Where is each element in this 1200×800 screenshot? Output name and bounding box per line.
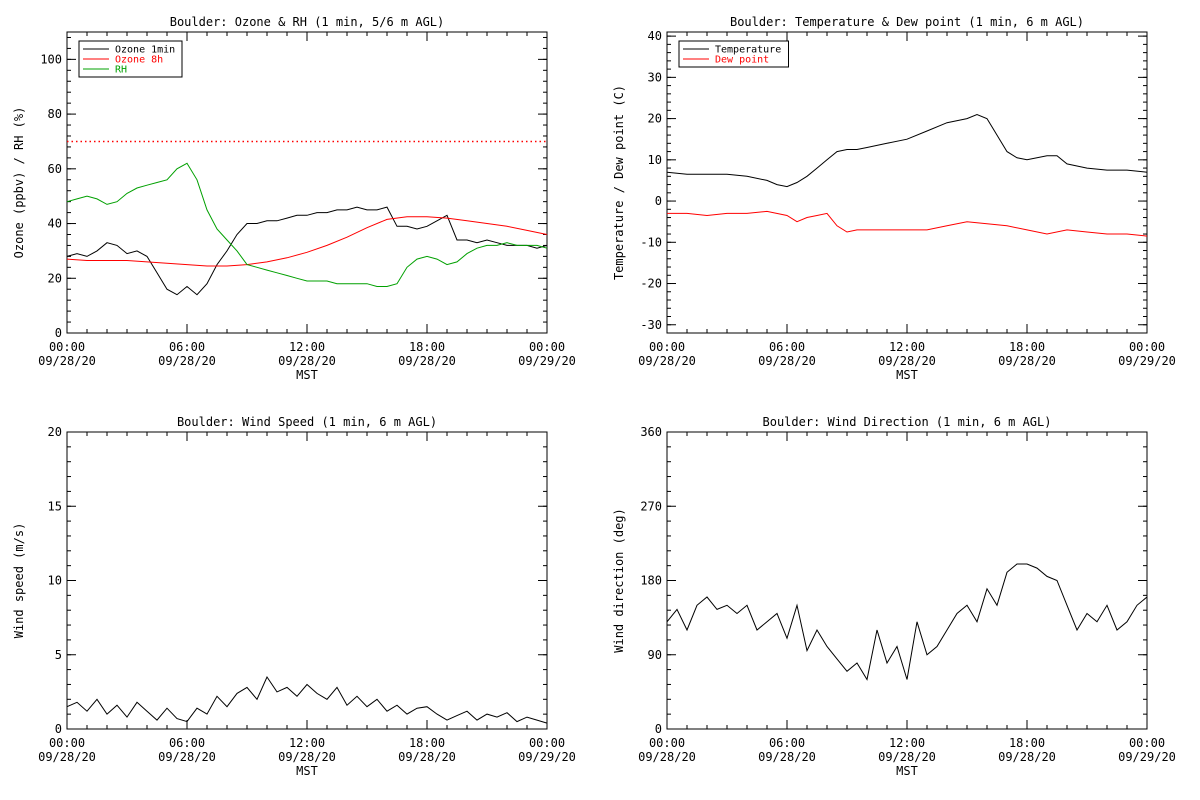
x-tick-time-label: 18:00 [1009,340,1045,354]
y-tick-label: -20 [640,277,662,291]
chart-title: Boulder: Wind Speed (1 min, 6 m AGL) [177,415,437,429]
y-tick-label: 80 [48,107,62,121]
x-axis-label: MST [296,368,318,382]
y-tick-label: 40 [648,29,662,43]
x-tick-date-label: 09/28/20 [758,750,816,764]
x-tick-date-label: 09/29/20 [1118,750,1176,764]
y-tick-label: -30 [640,318,662,332]
y-tick-label: 0 [655,194,662,208]
y-tick-label: 5 [55,648,62,662]
x-tick-time-label: 06:00 [769,736,805,750]
y-tick-label: 30 [648,70,662,84]
x-axis-label: MST [296,764,318,778]
x-tick-time-label: 06:00 [169,736,205,750]
y-tick-label: 0 [55,326,62,340]
x-tick-time-label: 06:00 [169,340,205,354]
y-tick-label: 60 [48,162,62,176]
x-tick-time-label: 00:00 [649,736,685,750]
series-line-1 [66,206,548,296]
x-tick-time-label: 18:00 [409,340,445,354]
series-line-1 [666,563,1148,681]
y-tick-label: 20 [48,425,62,439]
x-tick-time-label: 00:00 [49,736,85,750]
y-axis-label: Temperature / Dew point (C) [612,85,626,280]
y-tick-label: 90 [648,648,662,662]
x-tick-date-label: 09/28/20 [638,750,696,764]
x-tick-date-label: 09/28/20 [638,354,696,368]
x-tick-date-label: 09/28/20 [398,354,456,368]
chart-panel-2: Boulder: Temperature & Dew point (1 min,… [612,15,1176,382]
y-tick-label: 20 [48,271,62,285]
y-tick-label: 10 [648,153,662,167]
y-tick-label: 0 [55,722,62,736]
y-axis-label: Ozone (ppbv) / RH (%) [12,107,26,259]
legend-entry: Ozone 1min [115,45,175,56]
y-tick-label: 20 [648,112,662,126]
chart-title: Boulder: Temperature & Dew point (1 min,… [730,15,1084,29]
x-tick-date-label: 09/28/20 [278,354,336,368]
legend-entry: Ozone 8h [115,55,163,66]
chart-panel-1: Boulder: Ozone & RH (1 min, 5/6 m AGL) 0 2… [12,15,576,382]
y-tick-label: 360 [640,425,662,439]
x-tick-time-label: 00:00 [49,340,85,354]
series-line-2 [667,210,1148,237]
x-tick-date-label: 09/28/20 [38,750,96,764]
x-tick-time-label: 18:00 [1009,736,1045,750]
x-tick-time-label: 12:00 [889,340,925,354]
x-tick-date-label: 09/28/20 [998,354,1056,368]
x-tick-date-label: 09/28/20 [38,354,96,368]
y-tick-label: -10 [640,235,662,249]
chart-panel-3: Boulder: Wind Speed (1 min, 6 m AGL) 0 5 10… [12,415,576,778]
x-tick-date-label: 09/29/20 [1118,354,1176,368]
x-tick-date-label: 09/28/20 [398,750,456,764]
chart-title: Boulder: Ozone & RH (1 min, 5/6 m AGL) [170,15,445,29]
x-tick-time-label: 00:00 [529,736,565,750]
x-tick-time-label: 06:00 [769,340,805,354]
y-tick-label: 15 [48,499,62,513]
x-tick-time-label: 00:00 [1129,340,1165,354]
chart-title: Boulder: Wind Direction (1 min, 6 m AGL) [763,415,1052,429]
x-tick-date-label: 09/29/20 [518,354,576,368]
x-axis-label: MST [896,368,918,382]
plot-frame [666,431,1148,730]
legend-entry: Temperature [715,45,781,56]
series-line-3 [66,162,548,287]
legend-box [678,40,789,68]
x-tick-time-label: 00:00 [1129,736,1165,750]
x-tick-date-label: 09/28/20 [758,354,816,368]
x-tick-date-label: 09/28/20 [878,750,936,764]
y-tick-label: 180 [640,574,662,588]
series-line-1 [666,113,1148,188]
y-axis-label: Wind speed (m/s) [12,523,26,639]
y-tick-label: 270 [640,499,662,513]
legend-entry: Dew point [715,55,769,66]
y-axis-label: Wind direction (deg) [612,508,626,653]
y-tick-label: 0 [655,722,662,736]
x-tick-time-label: 12:00 [289,736,325,750]
legend-entry: RH [115,65,127,76]
chart-panel-4: Boulder: Wind Direction (1 min, 6 m AGL)… [612,415,1176,778]
series-line-2 [66,216,548,267]
x-tick-time-label: 00:00 [649,340,685,354]
x-tick-time-label: 00:00 [529,340,565,354]
plot-frame [666,31,1148,334]
x-axis-label: MST [896,764,918,778]
x-tick-date-label: 09/28/20 [278,750,336,764]
y-tick-label: 10 [48,574,62,588]
x-tick-time-label: 12:00 [289,340,325,354]
x-tick-time-label: 18:00 [409,736,445,750]
x-tick-date-label: 09/28/20 [158,750,216,764]
x-tick-date-label: 09/28/20 [998,750,1056,764]
x-tick-time-label: 12:00 [889,736,925,750]
y-tick-label: 40 [48,217,62,231]
x-tick-date-label: 09/29/20 [518,750,576,764]
x-tick-date-label: 09/28/20 [878,354,936,368]
x-tick-date-label: 09/28/20 [158,354,216,368]
y-tick-label: 100 [40,52,62,66]
series-line-1 [66,675,548,724]
